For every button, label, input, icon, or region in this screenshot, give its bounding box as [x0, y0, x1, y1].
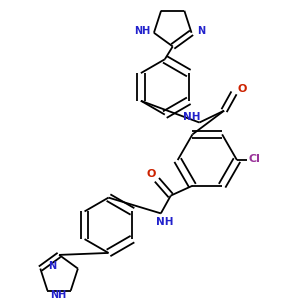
Text: N: N — [197, 26, 206, 36]
Text: NH: NH — [134, 26, 150, 36]
Text: NH: NH — [183, 112, 200, 122]
Text: NH: NH — [156, 217, 174, 227]
Text: NH: NH — [50, 290, 66, 300]
Text: O: O — [237, 84, 247, 94]
Text: O: O — [146, 169, 156, 179]
Text: N: N — [48, 261, 56, 271]
Text: Cl: Cl — [249, 154, 261, 164]
